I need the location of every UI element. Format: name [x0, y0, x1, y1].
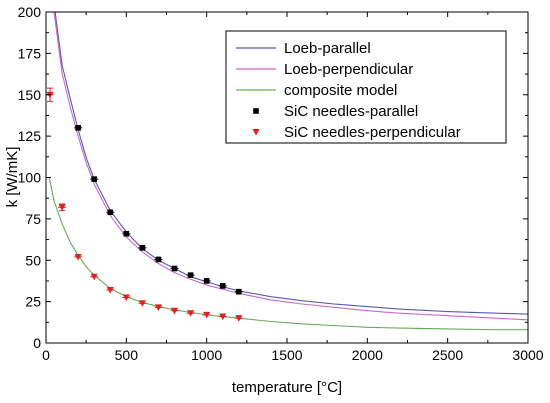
triangle-down-marker: [203, 311, 211, 319]
triangle-down-marker: [74, 253, 82, 261]
square-marker: [75, 125, 81, 131]
square-marker: [253, 108, 259, 114]
x-tick-label: 2500: [432, 347, 463, 363]
legend: Loeb-parallel Loeb-perpendicular composite…: [225, 30, 507, 144]
legend-label: composite model: [284, 82, 397, 99]
y-tick-label: 175: [18, 45, 42, 61]
x-tick-label: 500: [115, 347, 139, 363]
triangle-down-marker: [90, 273, 98, 281]
triangle-down-marker: [170, 307, 179, 315]
legend-label: SiC needles-parallel: [284, 103, 418, 120]
y-tick-label: 0: [33, 335, 41, 351]
x-tick-label: 0: [42, 347, 50, 363]
y-tick-label: 200: [18, 4, 42, 20]
plot-markers: [46, 87, 243, 322]
y-tick-label: 150: [18, 87, 42, 103]
legend-label: Loeb-parallel: [284, 40, 371, 57]
y-tick-label: 50: [25, 252, 41, 268]
x-axis-title: temperature [°C]: [232, 379, 342, 396]
y-tick-label: 75: [25, 211, 41, 227]
x-tick-label: 1000: [191, 347, 222, 363]
y-tick-label: 100: [18, 170, 42, 186]
square-marker: [155, 256, 162, 263]
legend-label: SiC needles-perpendicular: [284, 124, 461, 141]
triangle-down-marker: [122, 294, 130, 302]
y-tick-label: 25: [25, 294, 41, 310]
triangle-down-marker: [187, 310, 195, 317]
y-axis-title: k [W/mK]: [4, 147, 21, 208]
triangle-down-marker: [106, 287, 114, 294]
square-marker: [187, 272, 194, 278]
square-marker: [91, 176, 97, 182]
triangle-down-marker: [252, 129, 260, 136]
series-line: [54, 12, 528, 315]
square-marker: [123, 230, 130, 237]
x-tick-label: 3000: [512, 347, 543, 363]
legend-label: Loeb-perpendicular: [284, 61, 413, 78]
square-marker: [171, 265, 178, 272]
square-marker: [107, 209, 114, 216]
square-marker: [236, 288, 242, 295]
x-tick-label: 1500: [271, 347, 302, 363]
triangle-down-marker: [138, 300, 146, 307]
axes: 0 500 1000 1500 2000 2500 3000 0 25 50 75 100 125 150…: [18, 4, 544, 363]
triangle-down-marker: [154, 304, 163, 312]
plot-curves: [48, 12, 528, 331]
triangle-down-marker: [58, 204, 66, 211]
square-marker: [219, 283, 226, 289]
triangle-down-marker: [219, 313, 227, 321]
square-marker: [203, 278, 210, 284]
triangle-down-marker: [235, 315, 243, 322]
y-tick-label: 125: [18, 128, 42, 144]
x-tick-label: 2000: [352, 347, 383, 363]
series-line: [53, 12, 528, 321]
square-marker: [139, 245, 146, 251]
legend-box: [225, 30, 507, 144]
series-line: [48, 177, 528, 331]
